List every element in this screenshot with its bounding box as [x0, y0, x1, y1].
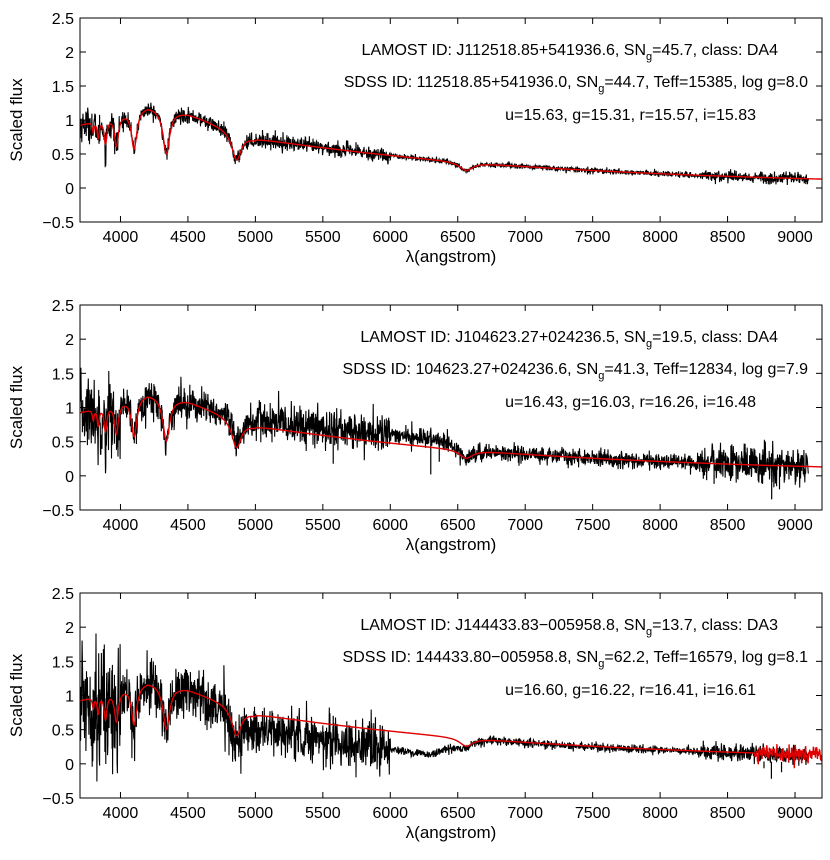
lamost-id-annotation: LAMOST ID: J112518.85+541936.6, SNg=45.7…: [362, 42, 779, 63]
lamost-id-annotation: LAMOST ID: J104623.27+024236.5, SNg=19.5…: [360, 329, 778, 350]
lamost-id-annotation: LAMOST ID: J144433.83−005958.8, SNg=13.7…: [360, 617, 778, 638]
magnitudes-annotation: u=15.63, g=15.31, r=15.57, i=15.83: [505, 107, 756, 124]
y-tick-label: 0.5: [52, 435, 74, 452]
y-tick-label: 2.5: [52, 586, 74, 603]
y-tick-label: 1.5: [52, 79, 74, 96]
y-tick-label: 1.5: [52, 654, 74, 671]
x-tick-label: 4000: [103, 517, 139, 534]
magnitudes-annotation: u=16.60, g=16.22, r=16.41, i=16.61: [505, 682, 756, 699]
x-tick-label: 5500: [305, 517, 341, 534]
x-tick-label: 6000: [372, 229, 408, 246]
x-tick-label: 7500: [575, 229, 611, 246]
x-tick-label: 5000: [238, 517, 274, 534]
x-tick-label: 8000: [642, 517, 678, 534]
sdss-model-line: [80, 684, 822, 769]
lamost-spectrum-line: [80, 633, 809, 782]
x-tick-label: 5000: [238, 805, 274, 822]
y-tick-label: 0: [65, 469, 74, 486]
y-tick-label: 1.5: [52, 366, 74, 383]
x-tick-label: 8000: [642, 805, 678, 822]
magnitudes-annotation: u=16.43, g=16.03, r=16.26, i=16.48: [505, 394, 756, 411]
y-tick-label: 0.5: [52, 147, 74, 164]
y-tick-label: −0.5: [42, 215, 74, 232]
plot-area: [80, 102, 822, 186]
x-tick-label: 8500: [710, 805, 746, 822]
x-tick-label: 8000: [642, 229, 678, 246]
x-tick-label: 9000: [777, 517, 813, 534]
x-tick-label: 9000: [777, 805, 813, 822]
x-tick-label: 5500: [305, 229, 341, 246]
x-tick-label: 4500: [170, 805, 206, 822]
x-axis-label: λ(angstrom): [406, 823, 497, 842]
x-tick-label: 4000: [103, 229, 139, 246]
y-tick-label: −0.5: [42, 791, 74, 808]
y-axis-label: Scaled flux: [7, 365, 26, 449]
panel-top: 4000 4500 5000 5500 6000 6500 7000 7500 8000 8500…: [7, 11, 823, 266]
x-tick-label: 6000: [372, 517, 408, 534]
sdss-model-line: [80, 396, 822, 468]
panel-middle: 4000 4500 5000 5500 6000 6500 7000 7500 8000 8500…: [7, 298, 823, 554]
plot-area: [80, 367, 822, 500]
y-tick-label: 1: [65, 401, 74, 418]
x-tick-label: 6000: [372, 805, 408, 822]
sdss-id-annotation: SDSS ID: 112518.85+541936.0, SNg=44.7, T…: [344, 74, 808, 95]
x-tick-label: 6500: [440, 805, 476, 822]
x-tick-label: 8500: [710, 517, 746, 534]
x-tick-label: 4000: [103, 805, 139, 822]
y-tick-label: 2: [65, 332, 74, 349]
x-tick-label: 7000: [507, 517, 543, 534]
y-tick-label: 1: [65, 689, 74, 706]
sdss-id-annotation: SDSS ID: 104623.27+024236.6, SNg=41.3, T…: [343, 361, 809, 382]
x-tick-label: 6500: [440, 517, 476, 534]
y-tick-label: 2: [65, 45, 74, 62]
x-tick-label: 7500: [575, 517, 611, 534]
lamost-spectrum-line: [80, 367, 809, 488]
x-tick-label: 4500: [170, 229, 206, 246]
x-tick-label: 4500: [170, 517, 206, 534]
x-tick-label: 5000: [238, 229, 274, 246]
x-tick-label: 7000: [507, 229, 543, 246]
plot-area: [80, 633, 822, 782]
x-tick-label: 5500: [305, 805, 341, 822]
x-tick-label: 8500: [710, 229, 746, 246]
x-tick-label: 9000: [777, 229, 813, 246]
x-axis-label: λ(angstrom): [406, 535, 497, 554]
y-tick-label: 2.5: [52, 298, 74, 315]
y-tick-label: 0.5: [52, 723, 74, 740]
x-tick-label: 7500: [575, 805, 611, 822]
y-tick-label: 0: [65, 757, 74, 774]
sdss-id-annotation: SDSS ID: 144433.80−005958.8, SNg=62.2, T…: [343, 649, 809, 670]
x-axis-label: λ(angstrom): [406, 247, 497, 266]
y-tick-label: 1: [65, 113, 74, 130]
x-tick-label: 7000: [507, 805, 543, 822]
y-tick-label: 0: [65, 181, 74, 198]
y-tick-label: −0.5: [42, 503, 74, 520]
y-axis-label: Scaled flux: [7, 653, 26, 737]
x-tick-label: 6500: [440, 229, 476, 246]
y-tick-label: 2.5: [52, 11, 74, 28]
y-axis-label: Scaled flux: [7, 78, 26, 162]
y-tick-label: 2: [65, 620, 74, 637]
panel-bottom: 4000 4500 5000 5500 6000 6500 7000 7500 8000 8500…: [7, 586, 823, 842]
sdss-model-line: [80, 109, 822, 180]
